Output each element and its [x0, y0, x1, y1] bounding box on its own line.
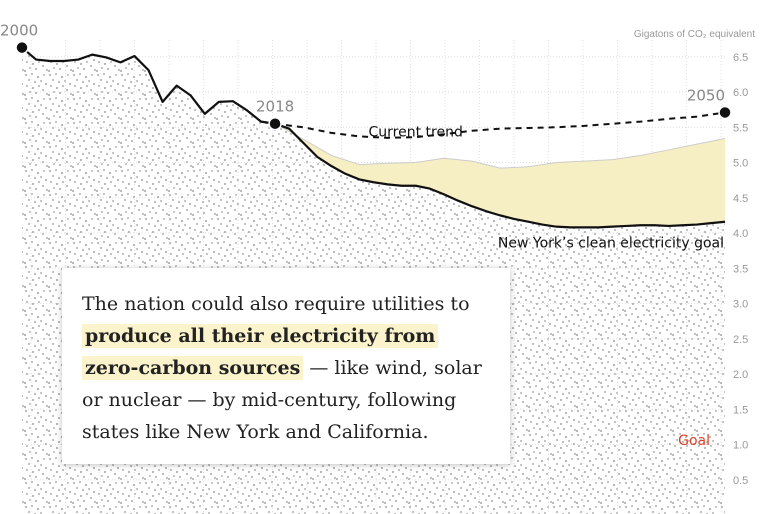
callout-text-after: — like wind, solar or nuclear — by mid-c…: [82, 357, 482, 443]
year-marker-2050: [718, 105, 732, 120]
goal-label: Goal: [678, 433, 710, 449]
y-tick-label: 5.0: [733, 158, 748, 170]
y-tick-label: 2.0: [733, 369, 748, 381]
y-tick-label: 4.0: [733, 228, 748, 240]
y-tick-label: 4.5: [733, 193, 748, 205]
clean-electricity-goal-line: [274, 122, 726, 229]
y-tick-label: 6.5: [733, 52, 748, 64]
year-label-2000: 2000: [0, 22, 38, 40]
line-layer: [21, 46, 726, 229]
year-marker-2018: [268, 116, 282, 131]
year-marker-2000: [15, 40, 29, 55]
y-tick-label: 6.0: [733, 87, 748, 99]
y-tick-label: 3.0: [733, 299, 748, 311]
year-label-2018: 2018: [256, 98, 294, 116]
y-tick-label: 1.0: [733, 440, 748, 452]
y-tick-label: 1.5: [733, 404, 748, 416]
historic-emissions-line: [21, 46, 276, 125]
y-tick-label: 2.5: [733, 334, 748, 346]
narrative-callout: The nation could also require utilities …: [62, 268, 510, 464]
y-tick-label: 0.5: [733, 475, 748, 487]
year-label-2050: 2050: [687, 86, 725, 104]
callout-text: The nation could also require utilities …: [82, 288, 488, 448]
current-trend-line: [274, 111, 726, 139]
reduction-band: [275, 123, 725, 228]
marker-layer: [15, 40, 732, 131]
reduction-band-edge: [274, 123, 726, 169]
y-tick-label: 5.5: [733, 122, 748, 134]
unit-label: Gigatons of CO₂ equivalent: [634, 29, 755, 40]
clean-electricity-goal-label: New York’s clean electricity goal: [498, 236, 724, 252]
callout-text-before: The nation could also require utilities …: [82, 293, 470, 315]
current-trend-label: Current trend: [369, 124, 463, 140]
label-layer: 6.5 6.0 5.5 5.0 4.5 4.0 3.5 3.0 2.5 2.0 1.5 1.0 0.5 G…: [0, 22, 755, 487]
y-tick-label: 3.5: [733, 263, 748, 275]
